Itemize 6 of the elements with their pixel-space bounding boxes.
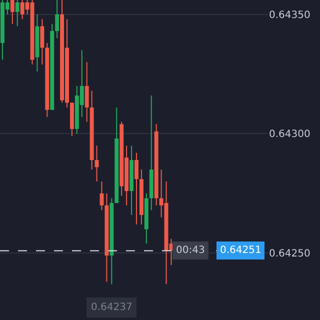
annotation: 00:43: [176, 245, 205, 256]
y-tick-label: 0.64250: [269, 248, 310, 260]
annotation: 0.64237: [91, 302, 132, 313]
y-tick-label: 0.64300: [269, 129, 310, 140]
y-tick-label: 0.64350: [269, 10, 310, 21]
ref-line-label: 0.64251: [220, 245, 262, 256]
